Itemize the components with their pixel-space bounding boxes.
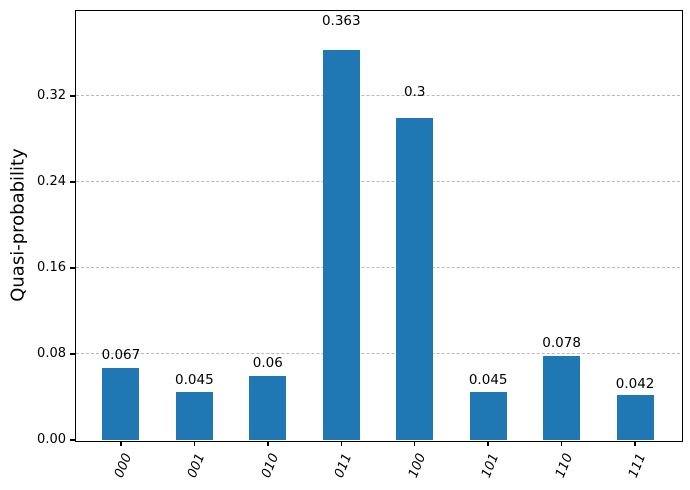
bar-111 [616,394,654,440]
x-tick-mark [634,441,636,446]
x-tick-label-111: 111 [626,451,650,481]
x-tick-mark [413,441,416,446]
bar-110 [543,356,581,440]
bar-value-label-111: 0.042 [615,375,655,392]
bar-100 [396,117,434,440]
y-tick-label: 0.24 [37,174,66,189]
bar-000 [102,367,140,440]
y-gridline [76,181,680,183]
bar-value-label-011: 0.363 [321,13,361,30]
bar-value-label-000: 0.067 [101,347,141,364]
y-tick-mark [70,439,75,441]
bar-value-label-101: 0.045 [468,372,508,389]
x-tick-label-001: 001 [185,451,209,481]
y-gridline [76,267,680,269]
bar-value-label-100: 0.3 [403,84,426,101]
x-tick-label-101: 101 [479,451,503,481]
x-tick-label-011: 011 [332,451,356,481]
x-tick-label-110: 110 [552,451,576,481]
x-tick-mark [340,441,343,446]
y-tick-mark [70,353,75,355]
y-tick-label: 0.08 [37,346,66,361]
bar-value-label-110: 0.078 [542,334,581,351]
y-tick-mark [70,181,75,183]
x-tick-mark [120,441,122,446]
y-tick-label: 0.32 [37,88,66,103]
y-tick-mark [70,95,75,97]
x-tick-mark [193,441,196,446]
y-tick-label: 0.00 [37,432,66,447]
bar-value-label-001: 0.045 [175,372,214,389]
x-tick-mark [487,441,489,446]
bar-101 [469,391,507,440]
bar-011 [322,49,360,440]
x-tick-label-000: 000 [111,451,136,481]
y-tick-label: 0.16 [37,260,66,275]
bar-value-label-010: 0.06 [252,355,283,372]
bar-010 [249,375,287,440]
y-tick-mark [70,267,75,269]
x-tick-label-100: 100 [405,451,429,481]
x-tick-label-010: 010 [258,451,282,481]
y-gridline [76,353,680,355]
y-gridline [76,95,680,97]
x-tick-mark [560,441,563,446]
bar-001 [175,391,213,440]
x-tick-mark [267,441,269,446]
